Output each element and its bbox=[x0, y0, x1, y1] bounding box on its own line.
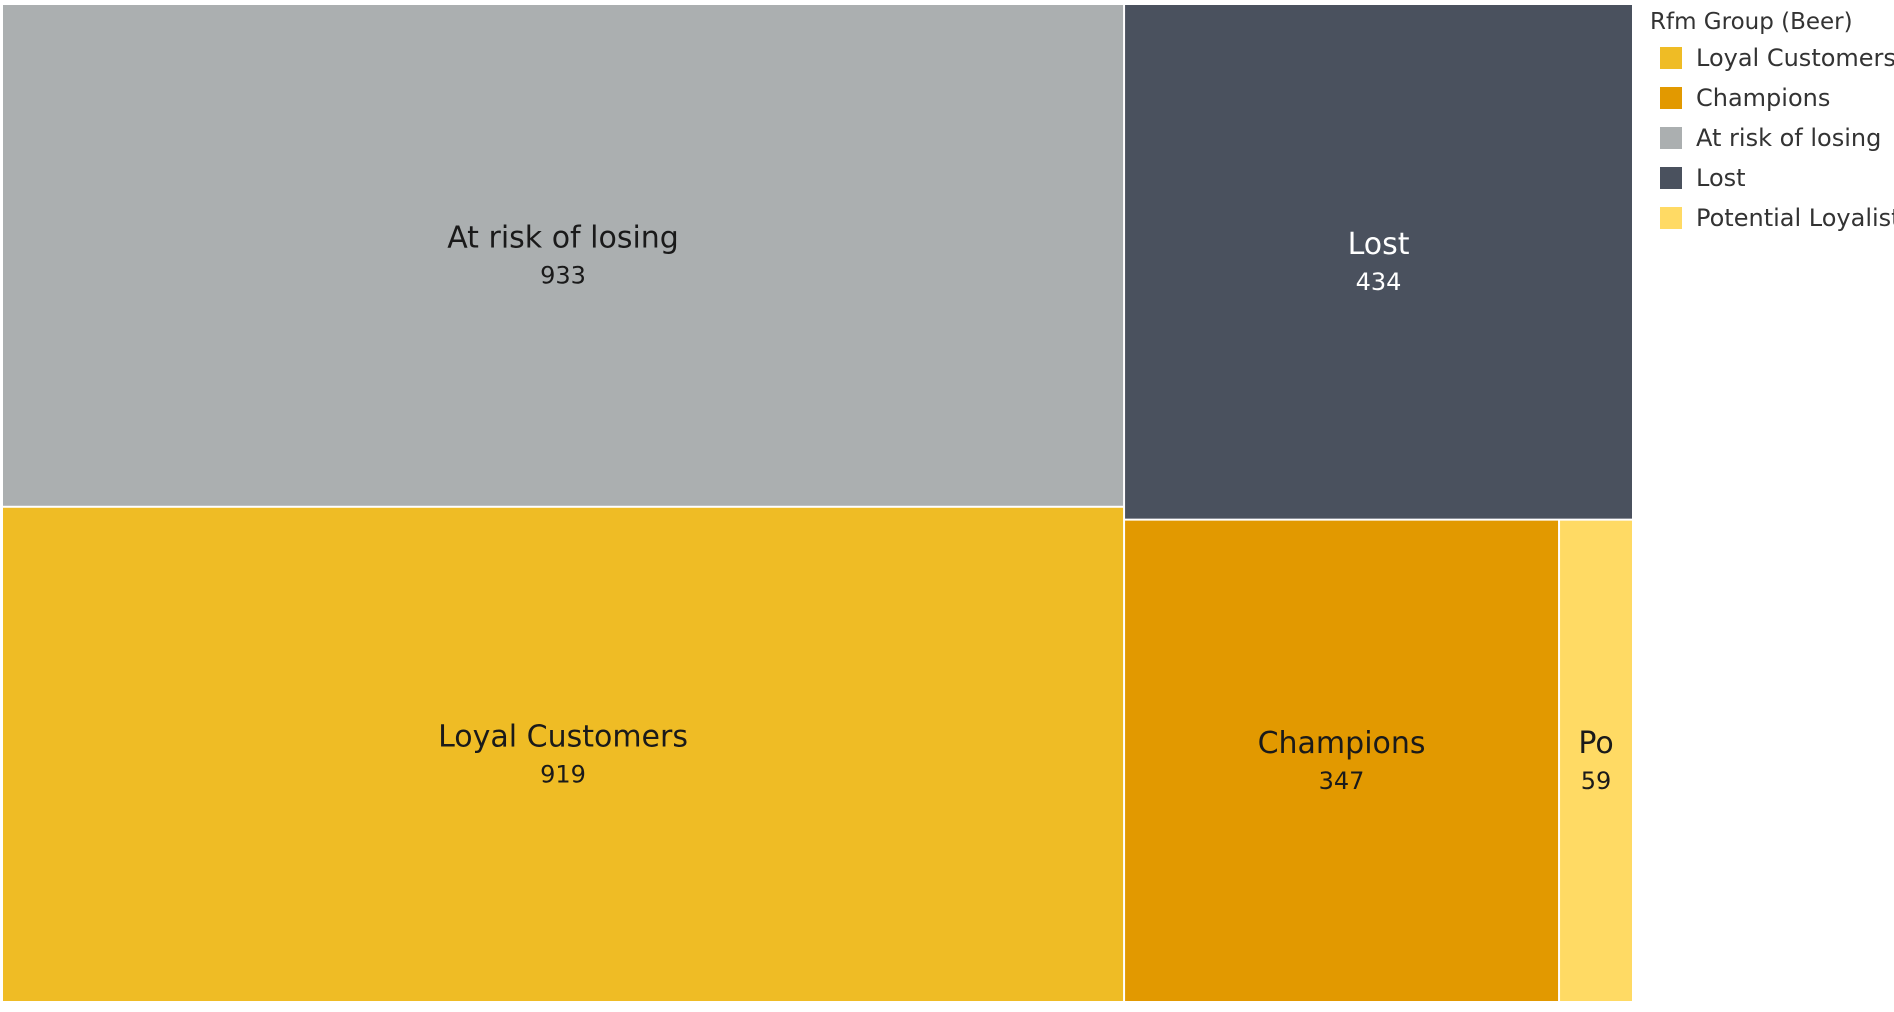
tile-loyal-customers[interactable]: Loyal Customers 919 bbox=[3, 507, 1124, 1001]
tile-rect-at-risk-of-losing[interactable] bbox=[3, 5, 1124, 506]
tile-label-at-risk-of-losing: At risk of losing bbox=[447, 220, 679, 255]
tile-value-champions: 347 bbox=[1319, 767, 1365, 795]
legend-label-champions: Champions bbox=[1696, 84, 1831, 112]
tile-value-potential-loyalist: 59 bbox=[1581, 767, 1612, 795]
legend-swatch-lost bbox=[1660, 167, 1682, 189]
legend-label-at-risk-of-losing: At risk of losing bbox=[1696, 124, 1882, 152]
legend-item-champions[interactable]: Champions bbox=[1650, 78, 1890, 118]
legend-swatch-champions bbox=[1660, 87, 1682, 109]
tile-rect-potential-loyalist[interactable] bbox=[1560, 520, 1632, 1001]
legend-label-potential-loyalist: Potential Loyalist bbox=[1696, 204, 1894, 232]
tile-label-loyal-customers: Loyal Customers bbox=[438, 719, 688, 754]
tile-champions[interactable]: Champions 347 bbox=[1125, 520, 1559, 1001]
tile-rect-lost[interactable] bbox=[1125, 5, 1632, 519]
legend-swatch-loyal-customers bbox=[1660, 47, 1682, 69]
legend-label-lost: Lost bbox=[1696, 164, 1746, 192]
tile-rect-champions[interactable] bbox=[1125, 520, 1559, 1001]
legend-swatch-at-risk-of-losing bbox=[1660, 127, 1682, 149]
tile-lost[interactable]: Lost 434 bbox=[1125, 5, 1632, 519]
legend-item-potential-loyalist[interactable]: Potential Loyalist bbox=[1650, 198, 1894, 238]
tile-at-risk-of-losing[interactable]: At risk of losing 933 bbox=[3, 5, 1124, 506]
legend-label-loyal-customers: Loyal Customers bbox=[1696, 44, 1894, 72]
tile-value-at-risk-of-losing: 933 bbox=[540, 261, 586, 289]
tile-potential-loyalist[interactable]: Po 59 bbox=[1560, 520, 1632, 1001]
legend-item-loyal-customers[interactable]: Loyal Customers bbox=[1650, 38, 1894, 78]
tile-label-potential-loyalist: Po bbox=[1578, 726, 1613, 761]
legend-swatch-potential-loyalist bbox=[1660, 207, 1682, 229]
legend-items: Loyal Customers Champions At risk of losin… bbox=[1650, 38, 1894, 238]
tile-label-lost: Lost bbox=[1348, 227, 1410, 262]
legend-item-at-risk-of-losing[interactable]: At risk of losing bbox=[1650, 118, 1890, 158]
legend: Rfm Group (Beer) Loyal Customers Champion… bbox=[1650, 6, 1894, 238]
tile-value-loyal-customers: 919 bbox=[540, 760, 586, 788]
legend-title: Rfm Group (Beer) bbox=[1650, 9, 1853, 35]
legend-item-lost[interactable]: Lost bbox=[1650, 158, 1890, 198]
tile-label-champions: Champions bbox=[1258, 726, 1426, 761]
tile-rect-loyal-customers[interactable] bbox=[3, 507, 1124, 1001]
tile-value-lost: 434 bbox=[1356, 268, 1402, 296]
